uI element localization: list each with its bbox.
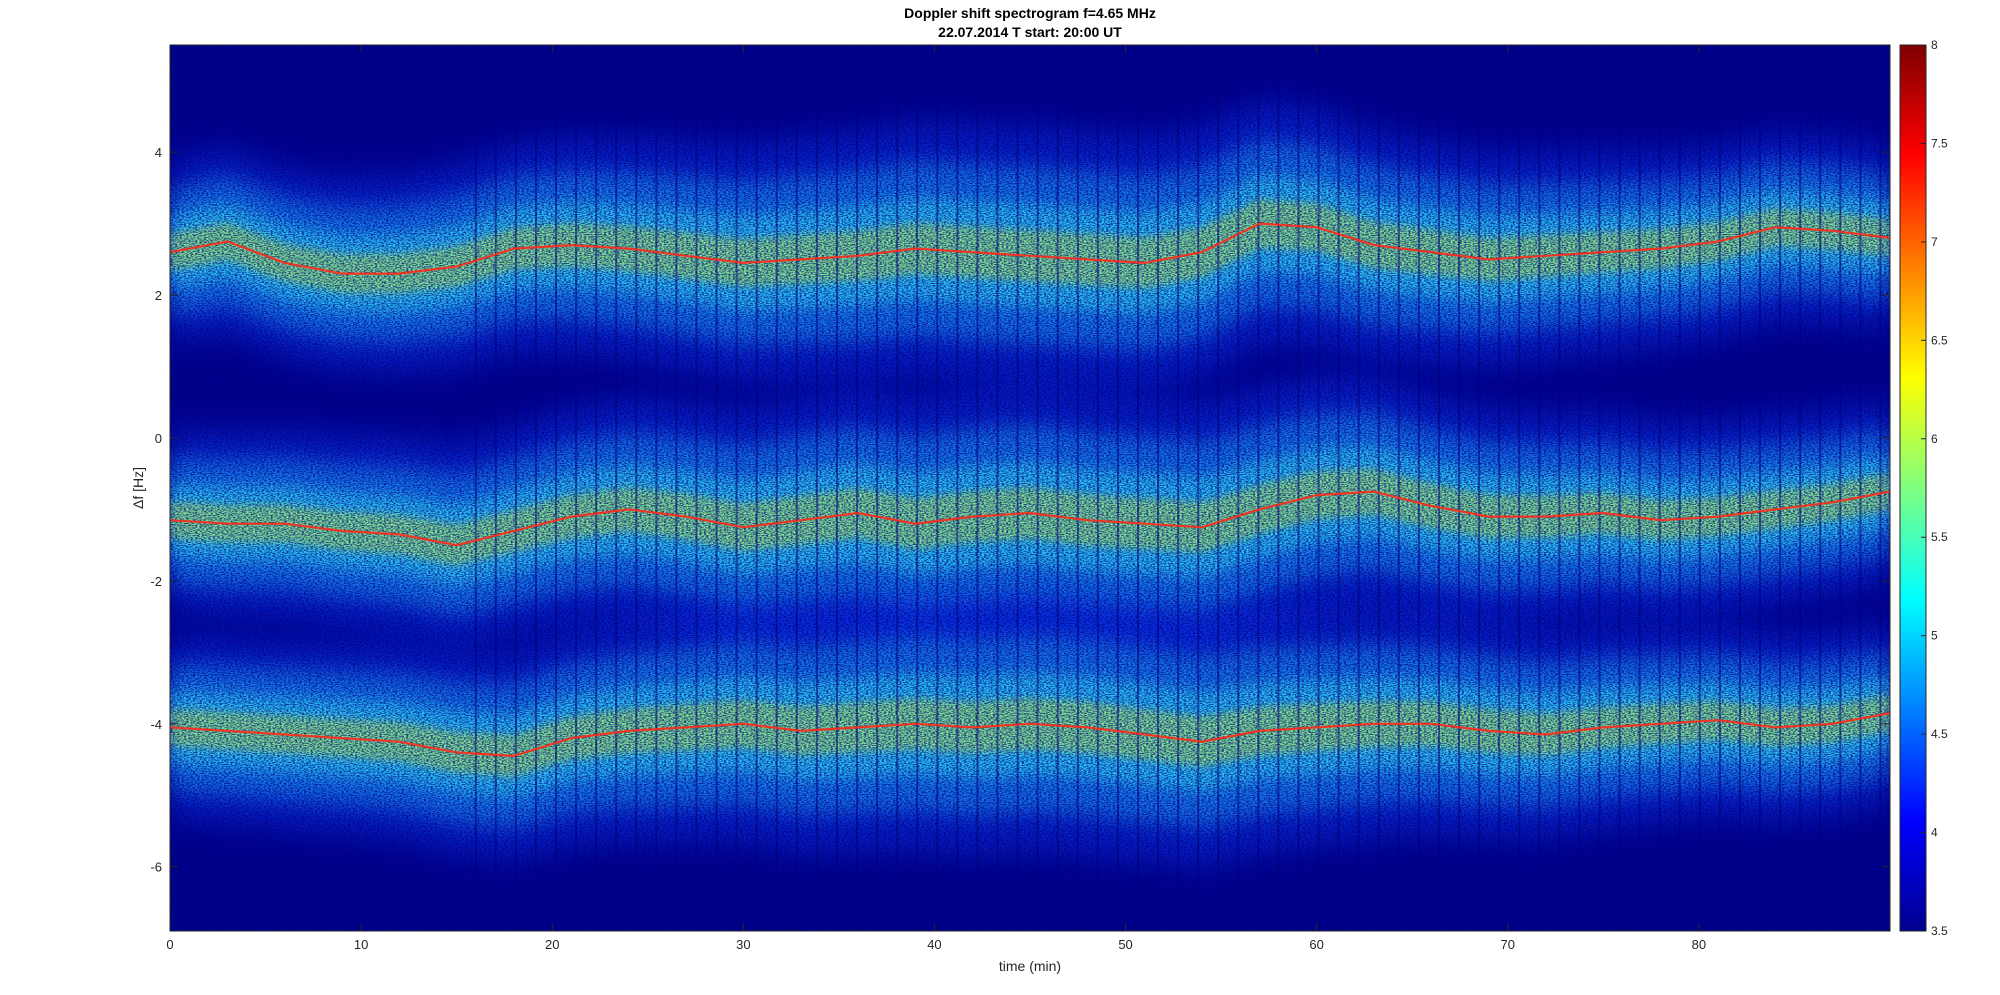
y-tick-label: 2 xyxy=(155,288,162,303)
colorbar-tick-label: 8 xyxy=(1931,38,1938,52)
y-tick-label: 4 xyxy=(155,145,162,160)
colorbar-tick-label: 7 xyxy=(1931,235,1938,249)
chart-title: Doppler shift spectrogram f=4.65 MHz xyxy=(904,5,1156,21)
colorbar-tick-label: 5.5 xyxy=(1931,530,1948,544)
ridge-line-1 xyxy=(170,490,1890,547)
y-tick-label: -6 xyxy=(150,860,162,875)
x-tick-label: 80 xyxy=(1692,937,1706,952)
x-tick-label: 50 xyxy=(1118,937,1132,952)
colorbar-tick-label: 3.5 xyxy=(1931,924,1948,938)
colorbar-tick-label: 7.5 xyxy=(1931,136,1948,150)
y-tick-label: -2 xyxy=(150,574,162,589)
plot-area xyxy=(170,45,1890,931)
ridge-line-0 xyxy=(170,222,1890,275)
colorbar-ticks: 3.5 4 4.5 5 5.5 6 6.5 7 7.5 8 xyxy=(1921,38,1948,938)
colorbar-tick-label: 4.5 xyxy=(1931,727,1948,741)
x-tick-label: 60 xyxy=(1309,937,1323,952)
x-tick-label: 20 xyxy=(545,937,559,952)
chart-subtitle: 22.07.2014 T start: 20:00 UT xyxy=(938,24,1122,40)
y-tick-label: -4 xyxy=(150,717,162,732)
colorbar-tick-label: 6.5 xyxy=(1931,333,1948,347)
y-tick-label: 0 xyxy=(155,431,162,446)
x-axis-label: time (min) xyxy=(999,958,1061,974)
colorbar xyxy=(1899,44,1927,932)
x-tick-label: 70 xyxy=(1501,937,1515,952)
doppler-ridge-lines xyxy=(170,222,1890,758)
x-tick-label: 30 xyxy=(736,937,750,952)
x-axis-ticks: 0 10 20 30 40 50 60 70 80 xyxy=(166,45,1706,952)
x-tick-label: 0 xyxy=(166,937,173,952)
y-axis-ticks: -6 -4 -2 0 2 4 xyxy=(150,145,1890,875)
colorbar-tick-label: 6 xyxy=(1931,432,1938,446)
x-tick-label: 10 xyxy=(354,937,368,952)
x-tick-label: 40 xyxy=(927,937,941,952)
colorbar-tick-label: 5 xyxy=(1931,629,1938,643)
colorbar-tick-label: 4 xyxy=(1931,826,1938,840)
plot-frame xyxy=(169,44,1891,932)
ridge-line-2 xyxy=(170,712,1890,758)
y-axis-label: Δf [Hz] xyxy=(130,467,146,509)
noise-texture xyxy=(170,45,1890,931)
